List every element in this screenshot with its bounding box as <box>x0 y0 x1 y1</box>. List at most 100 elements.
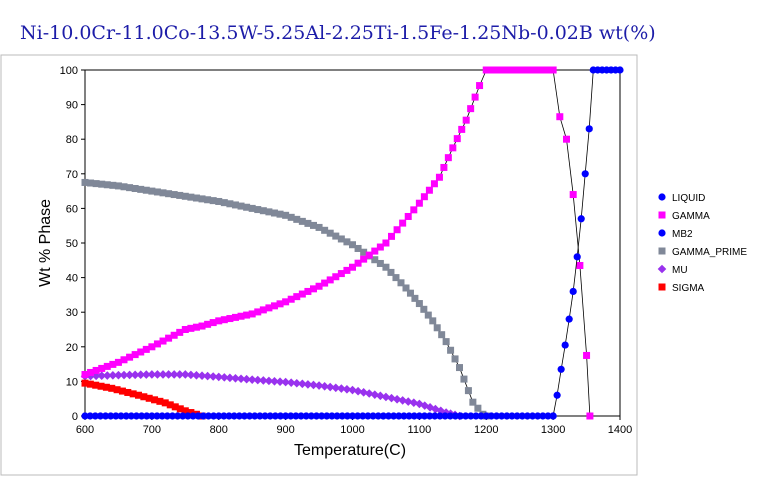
legend-swatch <box>657 264 667 274</box>
data-point-gamma-prime <box>103 181 111 189</box>
series-mb2 <box>81 412 557 420</box>
data-point-mu <box>220 373 229 382</box>
data-point-mb2 <box>323 412 331 420</box>
data-point-sigma <box>176 405 184 413</box>
data-point-mb2 <box>168 412 177 420</box>
y-tick-label: 10 <box>66 376 78 388</box>
data-point-gamma <box>243 311 251 319</box>
data-point-gamma-prime <box>131 185 139 193</box>
data-point-gamma <box>131 351 139 359</box>
legend-item-gamma: GAMMA <box>658 211 710 222</box>
data-point-gamma <box>476 82 484 90</box>
x-tick-label: 1400 <box>608 424 632 436</box>
data-point-mb2 <box>446 412 454 420</box>
data-point-sigma <box>118 387 126 395</box>
data-point-mu <box>181 370 190 379</box>
data-point-mu <box>331 383 341 393</box>
data-point-gamma-prime <box>142 186 150 194</box>
data-point-liquid <box>565 315 573 323</box>
data-point-mu <box>253 375 263 385</box>
data-point-mb2 <box>456 412 465 420</box>
data-point-mb2 <box>220 412 228 420</box>
data-point-gamma-prime <box>464 387 472 395</box>
data-point-gamma-prime <box>176 191 184 199</box>
y-tick-label: 0 <box>72 411 78 423</box>
data-point-gamma-prime <box>137 185 145 193</box>
data-point-mu <box>431 404 440 414</box>
data-point-gamma <box>354 259 362 267</box>
data-point-mu <box>130 370 140 380</box>
legend-swatch <box>658 247 666 255</box>
data-point-gamma <box>420 193 428 201</box>
data-point-mu <box>158 370 168 379</box>
data-point-gamma-prime <box>438 331 446 339</box>
data-point-gamma <box>287 295 295 303</box>
data-point-mu <box>136 370 146 380</box>
data-point-gamma-prime <box>204 196 212 204</box>
data-point-gamma <box>259 306 267 314</box>
data-point-mb2 <box>251 412 259 420</box>
x-axis-ticks: 600 700 800 900 1000 1100 1200 1300 1400 <box>76 416 632 436</box>
data-point-mu <box>108 371 118 380</box>
data-point-mu <box>192 370 201 380</box>
y-tick-label: 50 <box>66 238 78 250</box>
data-point-mb2 <box>287 412 295 420</box>
data-point-gamma-prime <box>87 179 95 187</box>
legend-label: SIGMA <box>672 283 705 294</box>
data-point-gamma-prime <box>114 182 122 190</box>
data-point-sigma <box>102 383 110 391</box>
x-tick-label: 1200 <box>474 424 498 436</box>
data-point-gamma <box>181 326 189 333</box>
data-point-mu <box>119 370 129 380</box>
data-point-mb2 <box>462 412 470 420</box>
data-point-mb2 <box>472 412 480 420</box>
data-point-mb2 <box>158 412 166 420</box>
data-point-gamma-prime <box>309 221 317 229</box>
data-point-gamma-prime <box>259 207 267 215</box>
y-axis-label: Wt % Phase <box>37 199 54 287</box>
data-point-gamma <box>343 266 351 274</box>
data-point-gamma <box>482 66 490 74</box>
data-point-gamma <box>170 331 178 339</box>
data-point-mb2 <box>246 412 254 420</box>
data-point-gamma-prime <box>293 215 301 223</box>
data-point-mb2 <box>400 412 408 420</box>
data-point-gamma-prime <box>315 223 323 231</box>
data-point-gamma-prime <box>332 232 340 240</box>
data-point-mu <box>387 393 396 403</box>
data-point-mu <box>403 397 413 406</box>
data-point-gamma-prime <box>165 190 173 198</box>
data-point-mu <box>381 392 391 402</box>
data-point-mb2 <box>343 412 351 420</box>
data-point-mb2 <box>528 412 537 420</box>
data-point-mu <box>281 377 290 387</box>
data-point-gamma <box>410 206 418 214</box>
data-point-gamma <box>516 66 524 74</box>
data-point-mb2 <box>107 412 115 420</box>
data-point-gamma-prime <box>153 188 161 196</box>
data-point-mb2 <box>189 412 197 420</box>
data-point-gamma-prime <box>226 200 234 208</box>
data-point-mb2 <box>163 412 171 420</box>
data-point-gamma <box>270 302 278 310</box>
data-point-gamma-prime <box>406 289 414 297</box>
data-point-mb2 <box>240 412 249 420</box>
data-point-sigma <box>81 379 89 387</box>
x-tick-label: 900 <box>276 424 294 436</box>
data-point-gamma-prime <box>298 217 306 225</box>
data-point-mb2 <box>122 412 130 420</box>
legend-label: MB2 <box>672 229 693 240</box>
data-point-gamma <box>471 93 479 101</box>
data-point-gamma-prime <box>474 404 482 412</box>
data-point-mu <box>303 380 313 389</box>
series-layer <box>80 66 624 421</box>
data-point-mb2 <box>86 412 94 420</box>
data-point-liquid <box>585 125 593 133</box>
data-point-mb2 <box>415 412 423 420</box>
legend-item-gamma-prime: GAMMA_PRIME <box>658 247 747 258</box>
data-point-sigma <box>97 382 105 390</box>
data-point-mb2 <box>215 412 223 420</box>
data-point-gamma-prime <box>402 284 410 292</box>
data-point-gamma-prime <box>433 324 441 332</box>
